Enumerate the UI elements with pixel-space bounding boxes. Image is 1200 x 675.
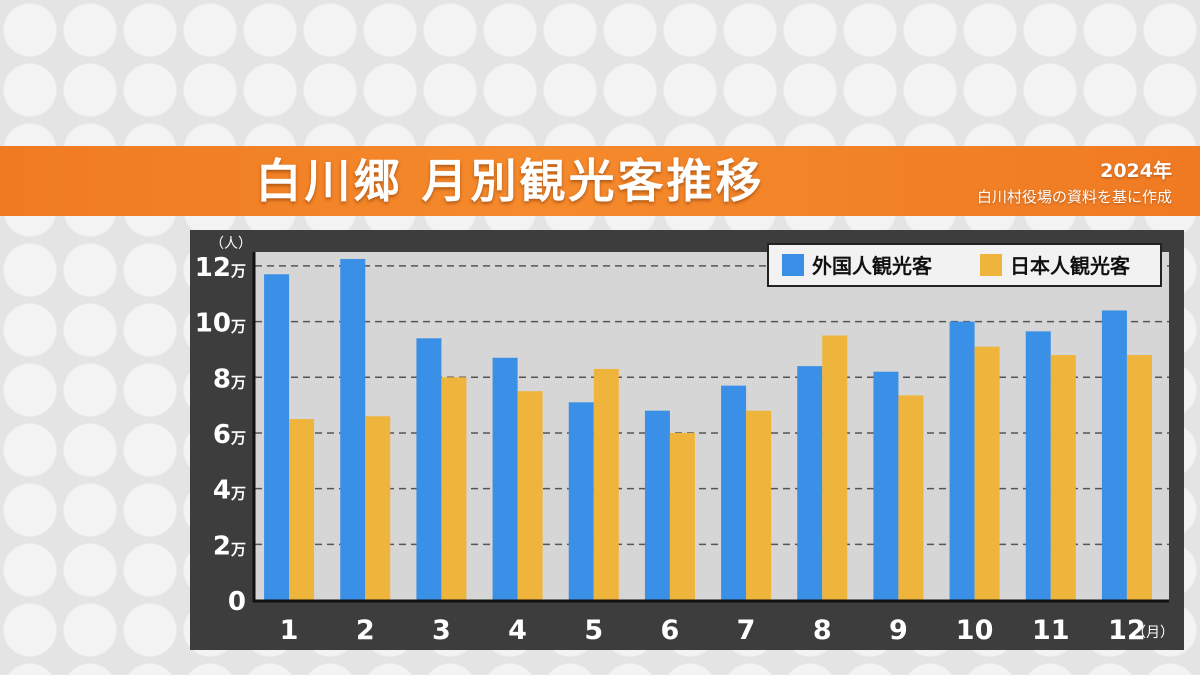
year-label: 2024年 — [1100, 160, 1172, 182]
x-tick-label: 10 — [956, 615, 994, 646]
y-tick-label: 2万 — [213, 531, 246, 561]
bar-foreign-10 — [949, 321, 975, 600]
bar-japanese-11 — [1050, 355, 1076, 600]
bar-foreign-7 — [721, 385, 747, 600]
legend-swatch-foreign — [782, 254, 804, 276]
bar-japanese-5 — [593, 368, 619, 600]
y-tick-label: 10万 — [195, 309, 246, 339]
bar-japanese-7 — [746, 410, 772, 600]
bars — [264, 258, 1152, 600]
legend-label-japanese: 日本人観光客 — [1010, 254, 1131, 278]
bar-japanese-4 — [517, 391, 543, 600]
x-tick-label: 6 — [661, 615, 680, 646]
bar-foreign-3 — [416, 338, 442, 600]
bar-japanese-12 — [1126, 355, 1152, 600]
legend: 外国人観光客 日本人観光客 — [767, 243, 1162, 287]
bar-japanese-8 — [822, 335, 848, 600]
x-tick-label: 9 — [889, 615, 908, 646]
bar-foreign-4 — [492, 357, 518, 600]
legend-swatch-japanese — [980, 254, 1002, 276]
y-tick-label: 6万 — [213, 420, 246, 450]
bar-foreign-8 — [797, 366, 823, 600]
x-tick-label: 8 — [813, 615, 832, 646]
page-title: 白川郷 月別観光客推移 — [255, 154, 765, 208]
bar-japanese-1 — [289, 419, 315, 600]
bar-foreign-9 — [873, 371, 899, 600]
bar-foreign-2 — [340, 258, 366, 600]
bar-japanese-9 — [898, 395, 924, 600]
y-tick-label: 12万 — [195, 253, 246, 283]
source-note: 白川村役場の資料を基に作成 — [976, 188, 1172, 206]
x-tick-label: 5 — [584, 615, 603, 646]
title-banner: 白川郷 月別観光客推移 2024年 白川村役場の資料を基に作成 — [0, 146, 1200, 216]
x-tick-label: 7 — [737, 615, 756, 646]
y-tick-label: 0 — [228, 587, 246, 617]
y-tick-label: 4万 — [213, 476, 246, 506]
x-tick-label: 2 — [356, 615, 375, 646]
x-tick-label: 11 — [1032, 615, 1070, 646]
bar-foreign-5 — [568, 402, 594, 600]
bar-japanese-6 — [669, 432, 695, 600]
x-tick-labels: 1 2 3 4 5 6 7 8 9 10 11 12 — [280, 615, 1146, 646]
bar-japanese-10 — [974, 346, 1000, 600]
plot-area — [255, 252, 1169, 600]
bar-foreign-11 — [1025, 331, 1051, 600]
bar-foreign-6 — [644, 410, 670, 600]
y-tick-label: 8万 — [213, 364, 246, 394]
x-tick-label: 1 — [280, 615, 299, 646]
x-tick-label: 12 — [1108, 615, 1146, 646]
y-unit-label: （人） — [210, 236, 252, 252]
bar-foreign-1 — [264, 274, 290, 600]
legend-box — [767, 243, 1162, 287]
y-tick-labels: 0 2万 4万 6万 8万 10万 12万 — [195, 253, 246, 617]
bar-japanese-3 — [441, 377, 467, 600]
bar-japanese-2 — [365, 416, 391, 600]
x-tick-label: 4 — [508, 615, 527, 646]
bar-foreign-12 — [1101, 310, 1127, 600]
x-unit-label: （月） — [1132, 625, 1174, 641]
x-tick-label: 3 — [432, 615, 451, 646]
legend-label-foreign: 外国人観光客 — [812, 254, 933, 278]
